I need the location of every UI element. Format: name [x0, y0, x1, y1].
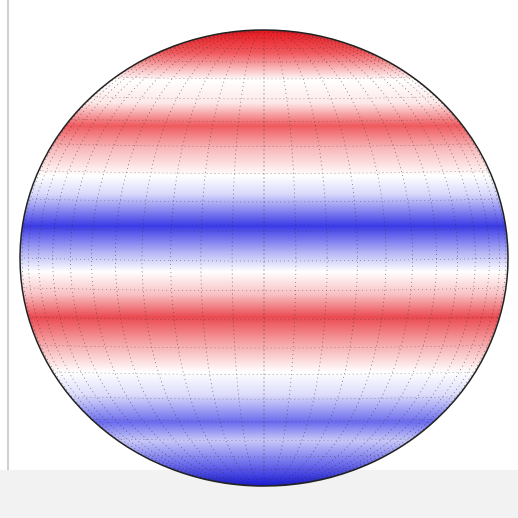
page: (() => { JSON.parse(document.getElementB… — [0, 0, 518, 518]
sphere-image — [0, 0, 518, 518]
